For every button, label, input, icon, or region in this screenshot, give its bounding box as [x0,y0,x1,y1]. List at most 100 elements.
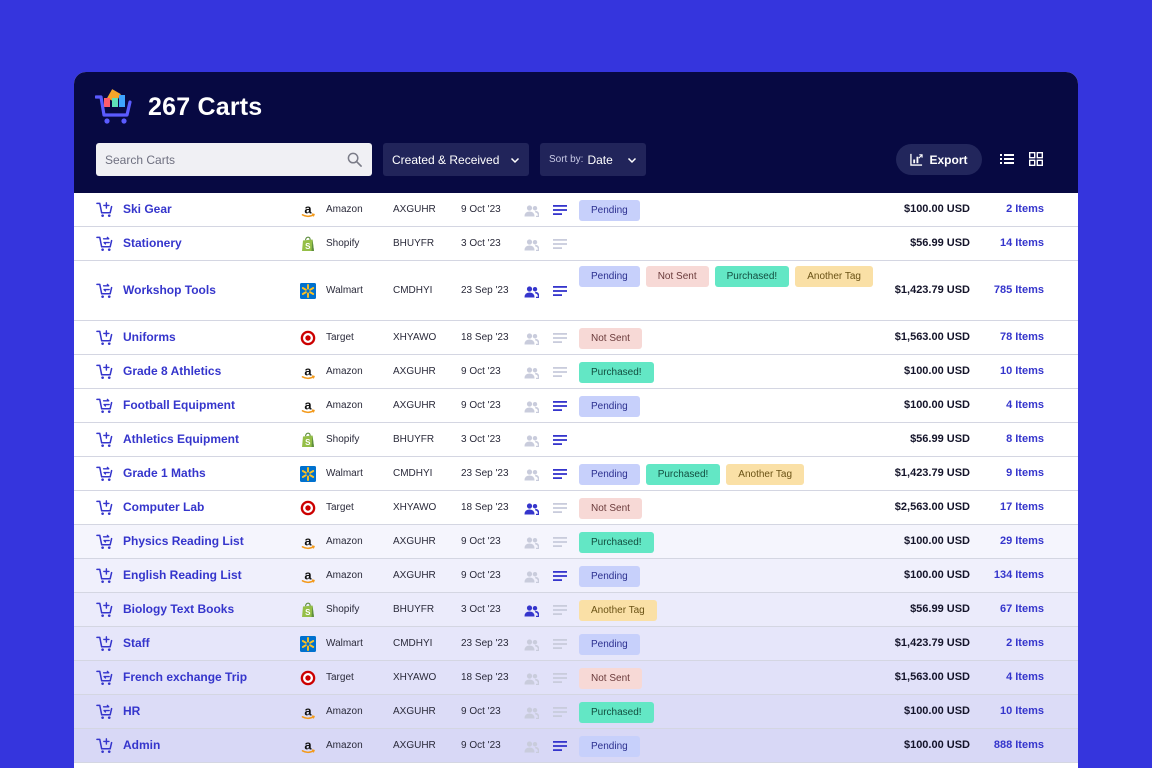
status-tag[interactable]: Purchased! [714,266,790,287]
item-count-link[interactable]: 10 Items [999,705,1044,717]
export-button[interactable]: Export [896,144,982,175]
item-count-link[interactable]: 67 Items [999,603,1044,615]
people-icon[interactable] [524,468,539,481]
notes-icon[interactable] [553,204,567,216]
cart-row[interactable]: Ski Gear a Amazon AXGUHR 9 Oct '23 Pending $10… [74,193,1078,227]
cart-row[interactable]: Staff Walmart CMDHYI 23 Sep '23 Pending $1,42… [74,627,1078,661]
status-tag[interactable]: Pending [579,463,640,485]
notes-icon[interactable] [553,434,567,446]
status-tag[interactable]: Not Sent [645,266,709,287]
people-icon[interactable] [524,204,539,217]
status-tag[interactable]: Not Sent [579,497,642,519]
search-input[interactable] [96,143,372,176]
notes-icon[interactable] [553,604,567,616]
people-icon[interactable] [524,706,539,719]
people-icon[interactable] [524,672,539,685]
cart-row[interactable]: Athletics Equipment S Shopify BHUYFR 3 Oct '… [74,423,1078,457]
status-tag[interactable]: Not Sent [579,667,642,689]
item-count-link[interactable]: 4 Items [1006,671,1044,683]
status-tag[interactable]: Pending [579,199,640,221]
item-count-link[interactable]: 9 Items [1006,467,1044,479]
people-icon[interactable] [524,400,539,413]
cart-name-link[interactable]: Computer Lab [123,500,205,514]
status-tag[interactable]: Pending [579,395,640,417]
status-tag[interactable]: Another Tag [726,463,805,485]
people-icon[interactable] [524,285,539,298]
status-tag[interactable]: Another Tag [579,599,657,621]
cart-row[interactable]: Stationery S Shopify BHUYFR 3 Oct '23 $56.99 … [74,227,1078,261]
people-icon[interactable] [524,366,539,379]
item-count-link[interactable]: 785 Items [993,284,1044,296]
notes-icon[interactable] [553,285,567,297]
notes-icon[interactable] [553,740,567,752]
status-tag[interactable]: Pending [579,565,640,587]
notes-icon[interactable] [553,536,567,548]
cart-row[interactable]: English Reading List a Amazon AXGUHR 9 Oct '… [74,559,1078,593]
item-count-link[interactable]: 10 Items [999,365,1044,377]
people-icon[interactable] [524,238,539,251]
people-icon[interactable] [524,536,539,549]
status-tag[interactable]: Pending [579,266,640,287]
status-tag[interactable]: Purchased! [579,701,654,723]
grid-view-icon[interactable] [1029,152,1043,166]
people-icon[interactable] [524,332,539,345]
item-count-link[interactable]: 29 Items [999,535,1044,547]
status-tag[interactable]: Not Sent [579,327,642,349]
cart-name-link[interactable]: Football Equipment [123,398,235,412]
cart-name-link[interactable]: Uniforms [123,330,176,344]
cart-row[interactable]: HR a Amazon AXGUHR 9 Oct '23 Purchased! $100.0… [74,695,1078,729]
cart-row[interactable]: French exchange Trip Target XHYAWO 18 Sep '… [74,661,1078,695]
notes-icon[interactable] [553,400,567,412]
status-tag[interactable]: Purchased! [579,531,654,553]
notes-icon[interactable] [553,468,567,480]
item-count-link[interactable]: 888 Items [993,739,1044,751]
item-count-link[interactable]: 14 Items [999,237,1044,249]
cart-row[interactable]: Biology Text Books S Shopify BHUYFR 3 Oct '2… [74,593,1078,627]
sort-dropdown[interactable]: Sort by: Date [540,143,646,176]
status-tag[interactable]: Another Tag [795,266,873,287]
cart-row[interactable]: Grade 8 Athletics a Amazon AXGUHR 9 Oct '23 P… [74,355,1078,389]
cart-row[interactable]: Football Equipment a Amazon AXGUHR 9 Oct '23… [74,389,1078,423]
notes-icon[interactable] [553,366,567,378]
cart-name-link[interactable]: Stationery [123,236,182,250]
status-tag[interactable]: Purchased! [579,361,654,383]
notes-icon[interactable] [553,332,567,344]
notes-icon[interactable] [553,502,567,514]
status-tag[interactable]: Pending [579,735,640,757]
item-count-link[interactable]: 8 Items [1006,433,1044,445]
notes-icon[interactable] [553,706,567,718]
notes-icon[interactable] [553,570,567,582]
list-view-icon[interactable] [1000,152,1014,166]
cart-name-link[interactable]: French exchange Trip [123,670,248,684]
cart-name-link[interactable]: Admin [123,738,161,752]
status-tag[interactable]: Pending [579,633,640,655]
search-icon[interactable] [347,152,362,167]
people-icon[interactable] [524,570,539,583]
people-icon[interactable] [524,502,539,515]
cart-name-link[interactable]: Grade 1 Maths [123,466,206,480]
people-icon[interactable] [524,740,539,753]
cart-name-link[interactable]: Athletics Equipment [123,432,240,446]
cart-row[interactable]: Computer Lab Target XHYAWO 18 Sep '23 Not Se… [74,491,1078,525]
cart-name-link[interactable]: HR [123,704,141,718]
people-icon[interactable] [524,604,539,617]
people-icon[interactable] [524,434,539,447]
item-count-link[interactable]: 17 Items [999,501,1044,513]
item-count-link[interactable]: 4 Items [1006,399,1044,411]
cart-row[interactable]: Workshop Tools Walmart CMDHYI 23 Sep '23 Pen… [74,261,1078,321]
notes-icon[interactable] [553,672,567,684]
cart-name-link[interactable]: Workshop Tools [123,283,216,297]
status-tag[interactable]: Purchased! [645,463,721,485]
item-count-link[interactable]: 78 Items [999,331,1044,343]
cart-row[interactable]: Grade 1 Maths Walmart CMDHYI 23 Sep '23 Pend… [74,457,1078,491]
cart-name-link[interactable]: Grade 8 Athletics [123,364,222,378]
cart-row[interactable]: Admin a Amazon AXGUHR 9 Oct '23 Pending $100.0… [74,729,1078,763]
item-count-link[interactable]: 2 Items [1006,203,1044,215]
cart-name-link[interactable]: English Reading List [123,568,242,582]
cart-name-link[interactable]: Staff [123,636,150,650]
cart-name-link[interactable]: Physics Reading List [123,534,244,548]
item-count-link[interactable]: 134 Items [993,569,1044,581]
cart-row[interactable]: Uniforms Target XHYAWO 18 Sep '23 Not Sent $1… [74,321,1078,355]
people-icon[interactable] [524,638,539,651]
cart-name-link[interactable]: Ski Gear [123,202,172,216]
